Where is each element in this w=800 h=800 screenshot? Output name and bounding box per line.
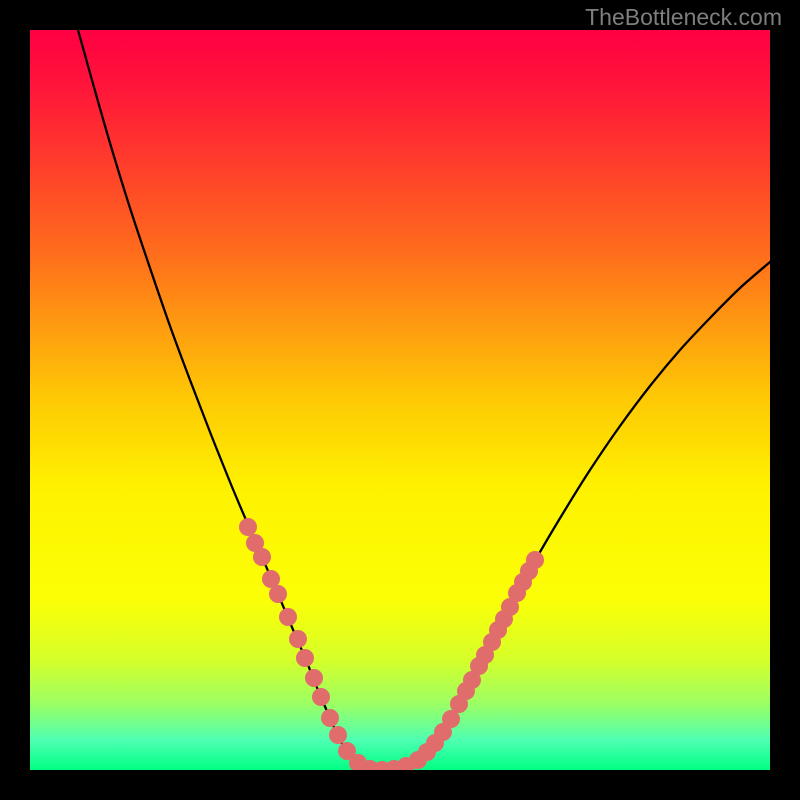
scatter-point <box>312 688 330 706</box>
chart-svg <box>30 30 770 770</box>
scatter-point <box>526 551 544 569</box>
chart-frame: TheBottleneck.com <box>0 0 800 800</box>
scatter-point <box>279 608 297 626</box>
plot-area <box>30 30 770 770</box>
scatter-point <box>239 518 257 536</box>
scatter-point <box>289 630 307 648</box>
scatter-point <box>329 726 347 744</box>
gradient-background <box>30 30 770 770</box>
scatter-point <box>253 548 271 566</box>
scatter-point <box>321 709 339 727</box>
scatter-point <box>269 585 287 603</box>
watermark-text: TheBottleneck.com <box>585 4 782 31</box>
scatter-point <box>305 669 323 687</box>
scatter-point <box>296 649 314 667</box>
